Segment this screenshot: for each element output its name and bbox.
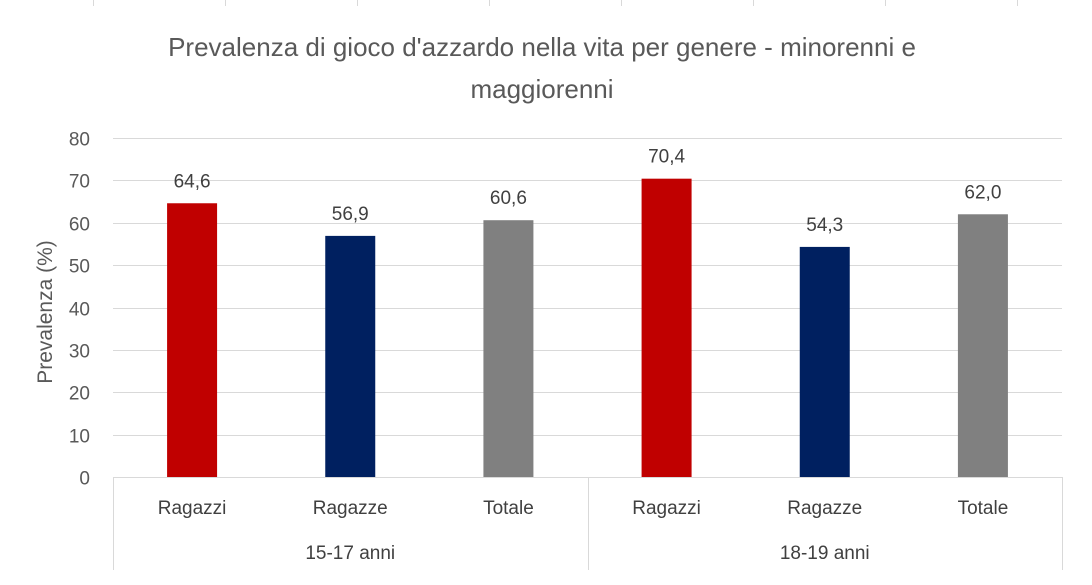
y-tick-label: 60 xyxy=(69,215,90,236)
x-axis: Ragazzi Ragazze Totale 15-17 anni Ragazzi Rag… xyxy=(113,477,1063,570)
y-tick-label: 30 xyxy=(69,342,90,363)
x-category-label: Totale xyxy=(958,498,1009,519)
bar-18-19-anni-ragazzi xyxy=(641,178,692,477)
x-group-label: 15-17 anni xyxy=(305,543,395,564)
data-label: 60,6 xyxy=(490,188,527,209)
y-axis-ticks: 0 10 20 30 40 50 60 70 80 xyxy=(69,130,90,490)
data-label: 54,3 xyxy=(806,215,843,236)
x-category-label: Ragazzi xyxy=(632,498,701,519)
data-label: 56,9 xyxy=(332,204,369,225)
top-frame-stubs xyxy=(93,0,1018,6)
chart-title-line-1: Prevalenza di gioco d'azzardo nella vita… xyxy=(168,32,916,62)
bars xyxy=(167,178,1008,477)
y-tick-label: 70 xyxy=(69,172,90,193)
x-category-label: Ragazze xyxy=(787,498,862,519)
data-label: 64,6 xyxy=(174,171,211,192)
y-tick-label: 50 xyxy=(69,257,90,278)
x-category-label: Ragazzi xyxy=(158,498,227,519)
x-category-label: Ragazze xyxy=(313,498,388,519)
y-axis-label: Prevalenza (%) xyxy=(34,240,57,384)
bar-15-17-anni-ragazze xyxy=(325,235,376,477)
bar-15-17-anni-totale xyxy=(483,220,534,477)
bar-18-19-anni-totale xyxy=(957,214,1008,477)
bar-15-17-anni-ragazzi xyxy=(167,203,218,477)
y-tick-label: 80 xyxy=(69,130,90,151)
x-group-label: 18-19 anni xyxy=(780,543,870,564)
y-tick-label: 40 xyxy=(69,300,90,321)
y-tick-label: 20 xyxy=(69,384,90,405)
gridlines xyxy=(113,138,1062,436)
data-labels: 64,6 56,9 60,6 70,4 54,3 62,0 xyxy=(174,147,1002,236)
y-tick-label: 10 xyxy=(69,427,90,448)
data-label: 70,4 xyxy=(648,147,685,168)
data-label: 62,0 xyxy=(964,182,1001,203)
x-category-label: Totale xyxy=(483,498,534,519)
chart-title-line-2: maggiorenni xyxy=(470,74,613,104)
y-tick-label: 0 xyxy=(79,469,90,490)
bar-18-19-anni-ragazze xyxy=(799,246,850,477)
